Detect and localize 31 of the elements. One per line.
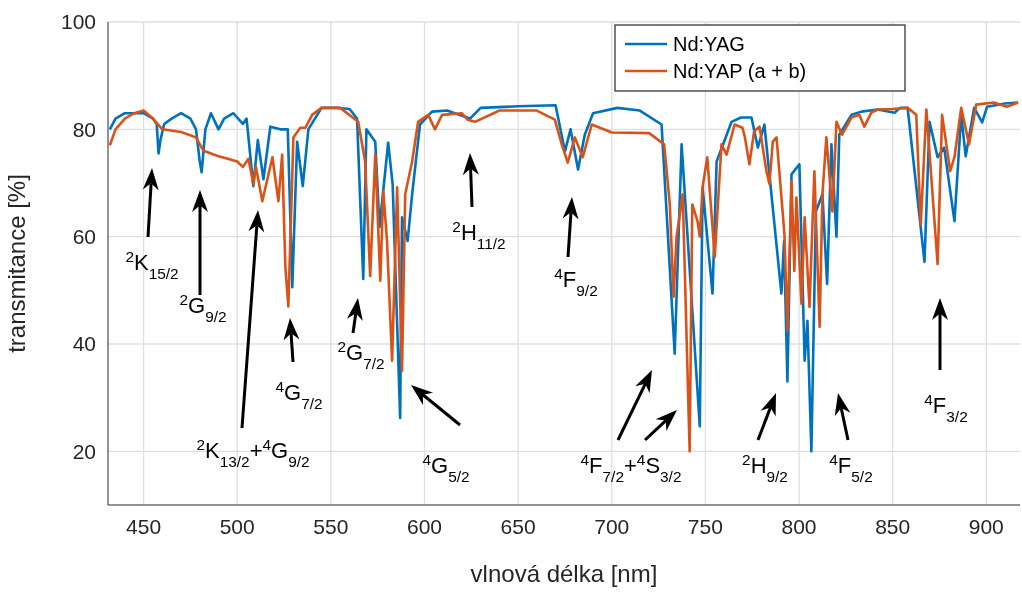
annotation: $^{4}$G$_{7/2}$ (275, 377, 323, 412)
annotation: $^{2}$H$_{9/2}$ (742, 450, 788, 485)
y-tick-label: 100 (60, 10, 96, 34)
x-tick-label: 900 (968, 514, 1004, 538)
x-tick-label: 500 (219, 514, 255, 538)
y-tick-label: 20 (72, 439, 96, 463)
x-tick-label: 750 (687, 514, 723, 538)
annotation: $^{4}$F$_{9/2}$ (554, 264, 598, 299)
annotation: $^{4}$G$_{5/2}$ (422, 450, 470, 485)
x-tick-label: 700 (594, 514, 630, 538)
x-tick-label: 550 (313, 514, 349, 538)
x-tick-label: 800 (781, 514, 817, 538)
annotation: $^{4}$F$_{3/2}$ (924, 390, 968, 425)
x-axis-title: vlnová délka [nm] (470, 560, 658, 587)
y-tick-label: 40 (72, 332, 96, 356)
x-tick-label: 850 (875, 514, 911, 538)
annotation: $^{4}$F$_{7/2}$+$^{4}$S$_{3/2}$ (580, 450, 682, 485)
annotation: $^{2}$K$_{13/2}$+$^{4}$G$_{9/2}$ (196, 435, 310, 470)
annotation: $^{2}$K$_{15/2}$ (125, 247, 179, 282)
y-tick-label: 60 (72, 225, 96, 249)
legend-label: Nd:YAG (673, 33, 745, 55)
annotation: $^{2}$G$_{7/2}$ (337, 337, 385, 372)
y-axis-title: transmitance [%] (2, 174, 30, 353)
x-tick-label: 600 (406, 514, 443, 538)
x-tick-label: 650 (500, 514, 536, 538)
legend-label: Nd:YAP (a + b) (673, 60, 807, 82)
annotation: $^{2}$G$_{9/2}$ (179, 290, 227, 325)
annotation: $^{4}$F$_{5/2}$ (829, 450, 873, 485)
annotation: $^{2}$H$_{11/2}$ (452, 217, 506, 252)
y-tick-label: 80 (72, 117, 96, 141)
x-tick-label: 450 (126, 514, 162, 538)
